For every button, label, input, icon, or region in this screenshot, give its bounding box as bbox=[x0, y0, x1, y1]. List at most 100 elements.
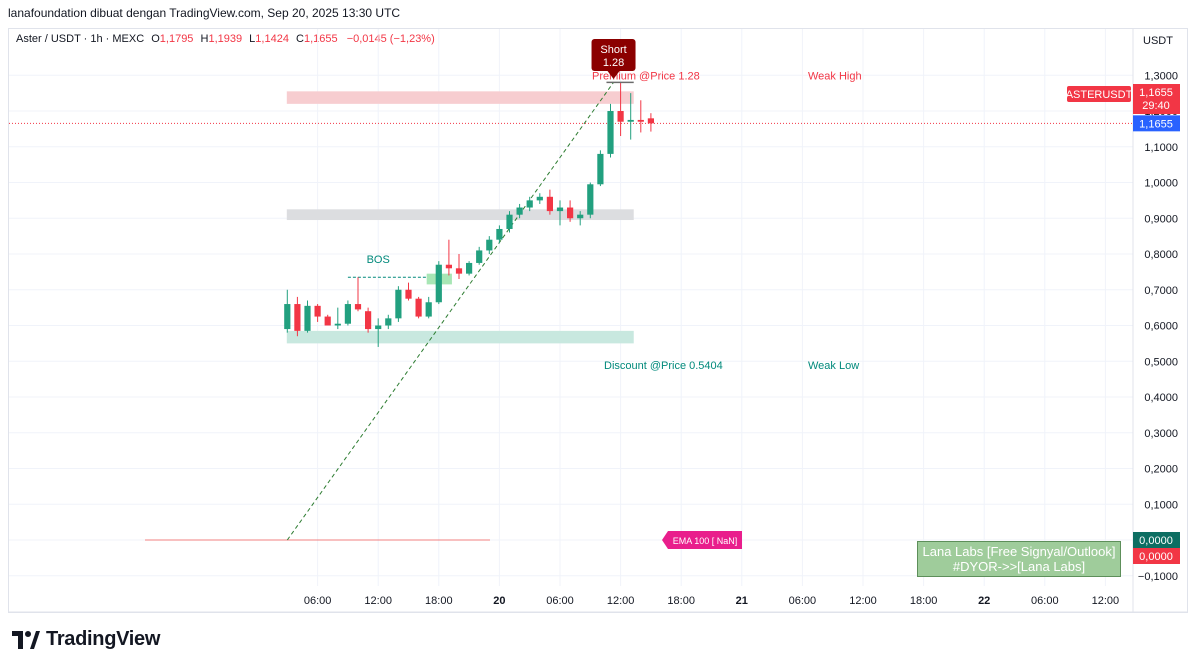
ema-tag-box bbox=[662, 531, 742, 549]
candle-body bbox=[506, 214, 513, 229]
y-tick-label: 1,3000 bbox=[1144, 70, 1178, 82]
info-box-line2: #DYOR->>[Lana Labs] bbox=[952, 559, 1086, 574]
candle-body bbox=[536, 196, 543, 201]
candle-body bbox=[546, 196, 553, 212]
candle-body bbox=[294, 304, 301, 331]
x-tick-label: 12:00 bbox=[849, 595, 877, 607]
zone-equilibrium bbox=[286, 209, 634, 221]
last-price-tag-value: 1,1655 bbox=[1139, 87, 1173, 99]
x-tick-label: 22 bbox=[978, 595, 990, 607]
countdown-value: 29:40 bbox=[1142, 100, 1170, 112]
change-value: −0,0145 (−1,23%) bbox=[346, 33, 435, 45]
x-tick-label: 06:00 bbox=[789, 595, 817, 607]
candle-body bbox=[375, 325, 382, 330]
candle-body bbox=[476, 250, 483, 263]
short-signal-box bbox=[591, 39, 636, 71]
y-tick-label: 0,2000 bbox=[1144, 464, 1178, 476]
candle-body bbox=[304, 305, 311, 331]
last-price-tag-box bbox=[1133, 84, 1180, 114]
current-price-tag-value: 1,1655 bbox=[1139, 118, 1173, 130]
ema-value-tag-b: 0,0000 bbox=[1139, 551, 1173, 563]
chart-attribution: lanafoundation dibuat dengan TradingView… bbox=[8, 6, 401, 20]
discount-label: Discount @Price 0.5404 bbox=[604, 360, 723, 372]
current-price-tag-box bbox=[1133, 115, 1180, 132]
currency-selector[interactable]: USDT bbox=[1143, 35, 1173, 47]
tradingview-icon bbox=[12, 630, 40, 649]
candle-body bbox=[516, 207, 523, 215]
symbol-tag-box bbox=[1067, 86, 1131, 102]
candle-body bbox=[496, 228, 503, 240]
low-label: L bbox=[249, 33, 256, 45]
high-value: 1,1939 bbox=[208, 33, 243, 45]
x-tick-label: 18:00 bbox=[425, 595, 453, 607]
ema-value-tag-b-box bbox=[1133, 548, 1180, 564]
candle-body bbox=[425, 302, 432, 317]
symbol-tag-label: ASTERUSDT bbox=[1066, 89, 1133, 101]
open-label: O bbox=[151, 33, 160, 45]
candle-body bbox=[466, 262, 473, 274]
close-value: 1,1655 bbox=[303, 33, 338, 45]
candle-body bbox=[647, 118, 654, 124]
info-box-line1: Lana Labs [Free Signyal/Outlook] bbox=[922, 544, 1116, 559]
x-tick-label: 21 bbox=[736, 595, 748, 607]
close-label: C bbox=[296, 33, 304, 45]
x-tick-label: 06:00 bbox=[1031, 595, 1059, 607]
candle-body bbox=[607, 111, 614, 154]
high-label: H bbox=[200, 33, 209, 45]
candle-body bbox=[334, 323, 341, 326]
candle-body bbox=[637, 119, 644, 122]
candle-body bbox=[385, 318, 392, 326]
x-tick-label: 12:00 bbox=[1092, 595, 1120, 607]
short-signal-price: 1.28 bbox=[603, 57, 624, 69]
y-tick-label: 0,4000 bbox=[1144, 392, 1178, 404]
y-tick-label: 0,3000 bbox=[1144, 428, 1178, 440]
tradingview-logo[interactable]: TradingView bbox=[12, 628, 160, 651]
symbol-legend: Aster / USDT · 1h · MEXC O1,1795 H1,1939… bbox=[16, 33, 435, 45]
candle-body bbox=[324, 316, 331, 326]
ema-value-tag-a-box bbox=[1133, 532, 1180, 548]
candle-body bbox=[455, 268, 463, 274]
candle-body bbox=[314, 305, 321, 317]
ema-value-tag-a: 0,0000 bbox=[1139, 535, 1173, 547]
candle-body bbox=[567, 207, 574, 219]
x-tick-label: 12:00 bbox=[364, 595, 392, 607]
low-value: 1,1424 bbox=[255, 33, 289, 45]
candle-body bbox=[445, 264, 452, 269]
x-tick-label: 18:00 bbox=[667, 595, 695, 607]
x-tick-label: 06:00 bbox=[304, 595, 332, 607]
short-signal-pointer bbox=[607, 71, 620, 79]
y-tick-label: 1,1000 bbox=[1144, 142, 1178, 154]
trend-line bbox=[286, 82, 614, 541]
y-tick-label: 1,0000 bbox=[1144, 178, 1178, 190]
candle-body bbox=[486, 239, 493, 251]
candle-body bbox=[587, 184, 594, 215]
candle-body bbox=[405, 289, 412, 299]
open-value: 1,1795 bbox=[159, 33, 194, 45]
candle-body bbox=[395, 289, 402, 319]
y-tick-label: −0,1000 bbox=[1138, 571, 1178, 583]
candle-body bbox=[344, 304, 351, 324]
symbol-name: Aster / USDT · 1h · MEXC bbox=[16, 33, 145, 45]
x-tick-label: 20 bbox=[493, 595, 505, 607]
info-box: Lana Labs [Free Signyal/Outlook] #DYOR->… bbox=[917, 541, 1121, 577]
bos-label: BOS bbox=[367, 254, 390, 266]
candle-body bbox=[597, 153, 604, 185]
y-tick-label: 0,1000 bbox=[1144, 499, 1178, 511]
candle-body bbox=[556, 207, 564, 212]
candle-body bbox=[284, 304, 291, 330]
candle-body bbox=[365, 311, 372, 330]
candle-body bbox=[435, 264, 442, 303]
x-tick-label: 06:00 bbox=[546, 595, 574, 607]
candle-body bbox=[617, 111, 624, 122]
tradingview-wordmark: TradingView bbox=[46, 628, 161, 650]
x-tick-label: 12:00 bbox=[607, 595, 635, 607]
candle-body bbox=[415, 298, 422, 317]
zone-discount bbox=[286, 330, 634, 344]
candle-body bbox=[354, 304, 362, 310]
y-tick-label: 0,7000 bbox=[1144, 285, 1178, 297]
y-tick-label: 0,8000 bbox=[1144, 249, 1178, 261]
candle-body bbox=[526, 200, 533, 208]
ema-tag-label: EMA 100 [ NaN] bbox=[673, 536, 738, 546]
candle-body bbox=[627, 119, 634, 122]
